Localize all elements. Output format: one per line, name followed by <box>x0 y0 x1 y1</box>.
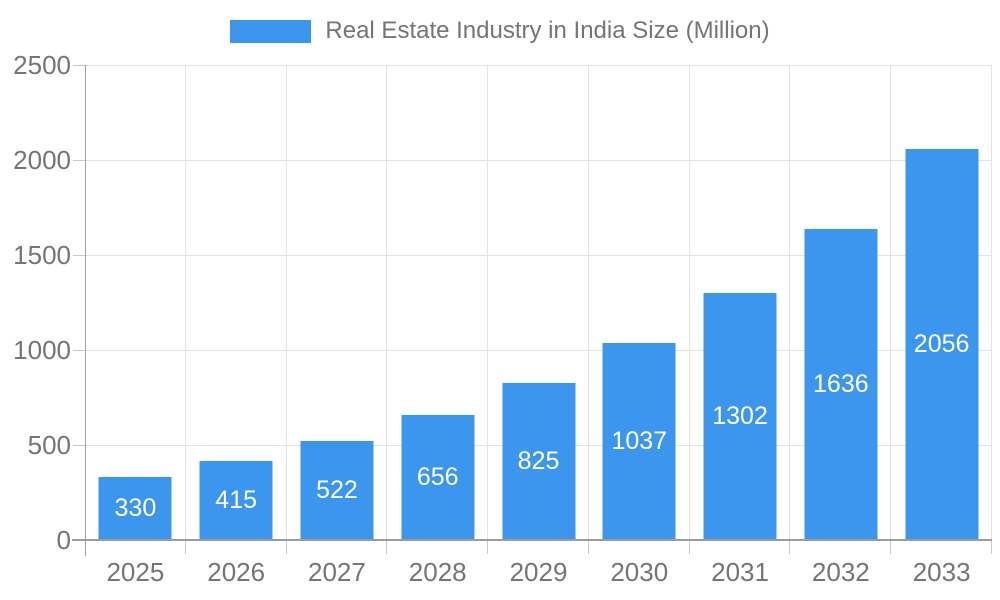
y-tick-label: 1000 <box>13 335 71 365</box>
x-tick-mark <box>688 541 690 554</box>
x-tick-mark <box>386 541 388 554</box>
bar-2027[interactable]: 522 <box>300 440 374 540</box>
y-tick-mark <box>73 445 85 446</box>
x-axis-label-2027: 2027 <box>308 557 366 587</box>
y-tick-mark <box>73 65 85 66</box>
x-axis-ticks <box>85 541 992 555</box>
x-axis-labels: 2025 2026 2027 2028 2029 2030 2031 2032 2033 <box>85 559 992 591</box>
y-tick-label: 500 <box>27 430 71 460</box>
bar-2033[interactable]: 2056 <box>905 149 979 540</box>
legend-swatch-icon <box>230 19 312 43</box>
x-axis-label-2028: 2028 <box>408 557 467 587</box>
bar-2026[interactable]: 415 <box>199 461 273 540</box>
bar-value-label: 2056 <box>913 330 970 359</box>
x-tick-mark <box>587 541 589 554</box>
bar-2032[interactable]: 1636 <box>804 229 878 540</box>
bar-2031[interactable]: 1302 <box>703 292 777 540</box>
x-axis-line <box>72 539 992 541</box>
y-tick-mark <box>73 350 85 351</box>
x-tick-mark <box>285 541 287 554</box>
v-gridline <box>688 65 690 540</box>
bar-value-label: 825 <box>517 447 560 476</box>
h-gridline <box>85 160 992 161</box>
y-tick-label: 2000 <box>13 145 71 175</box>
x-tick-mark <box>487 541 489 554</box>
x-tick-mark <box>890 541 892 554</box>
bar-value-label: 656 <box>416 463 459 492</box>
y-axis: 0 500 1000 1500 2000 2500 <box>0 52 85 553</box>
h-gridline <box>85 350 992 351</box>
bar-2030[interactable]: 1037 <box>602 342 676 540</box>
plot-area: 330 415 522 656 825 1037 1302 1636 2056 <box>85 65 992 540</box>
bar-2028[interactable]: 656 <box>401 415 475 540</box>
v-gridline <box>587 65 589 540</box>
y-tick-label: 0 <box>56 525 71 555</box>
v-gridline <box>386 65 388 540</box>
v-gridline <box>184 65 186 540</box>
bar-value-label: 522 <box>316 475 358 504</box>
bar-value-label: 1302 <box>712 401 768 430</box>
y-tick-mark <box>73 255 85 256</box>
x-axis-label-2033: 2033 <box>912 557 971 587</box>
v-gridline <box>991 65 992 540</box>
v-gridline <box>789 65 791 540</box>
y-tick-label: 1500 <box>13 240 71 270</box>
chart-legend[interactable]: Real Estate Industry in India Size (Mill… <box>0 19 1000 43</box>
legend-label: Real Estate Industry in India Size (Mill… <box>325 17 770 44</box>
bar-value-label: 1037 <box>611 426 668 455</box>
x-axis-label-2026: 2026 <box>207 557 266 587</box>
y-tick-mark <box>73 160 85 161</box>
x-tick-mark <box>789 541 791 554</box>
v-gridline <box>285 65 287 540</box>
bar-value-label: 330 <box>114 494 157 523</box>
y-axis-line <box>85 65 86 556</box>
x-axis-label-2025: 2025 <box>106 557 165 587</box>
x-axis-label-2029: 2029 <box>509 557 568 587</box>
y-tick-label: 2500 <box>13 50 71 80</box>
x-axis-label-2032: 2032 <box>811 557 870 587</box>
h-gridline <box>85 65 992 66</box>
bar-2029[interactable]: 825 <box>502 383 575 540</box>
bar-value-label: 1636 <box>813 370 869 399</box>
bar-value-label: 415 <box>215 486 258 515</box>
x-axis-label-2031: 2031 <box>711 557 769 587</box>
bar-2025[interactable]: 330 <box>98 477 172 540</box>
v-gridline <box>487 65 489 540</box>
x-tick-mark <box>184 541 186 554</box>
x-axis-label-2030: 2030 <box>610 557 669 587</box>
v-gridline <box>890 65 892 540</box>
x-tick-mark <box>991 541 992 554</box>
h-gridline <box>85 255 992 256</box>
